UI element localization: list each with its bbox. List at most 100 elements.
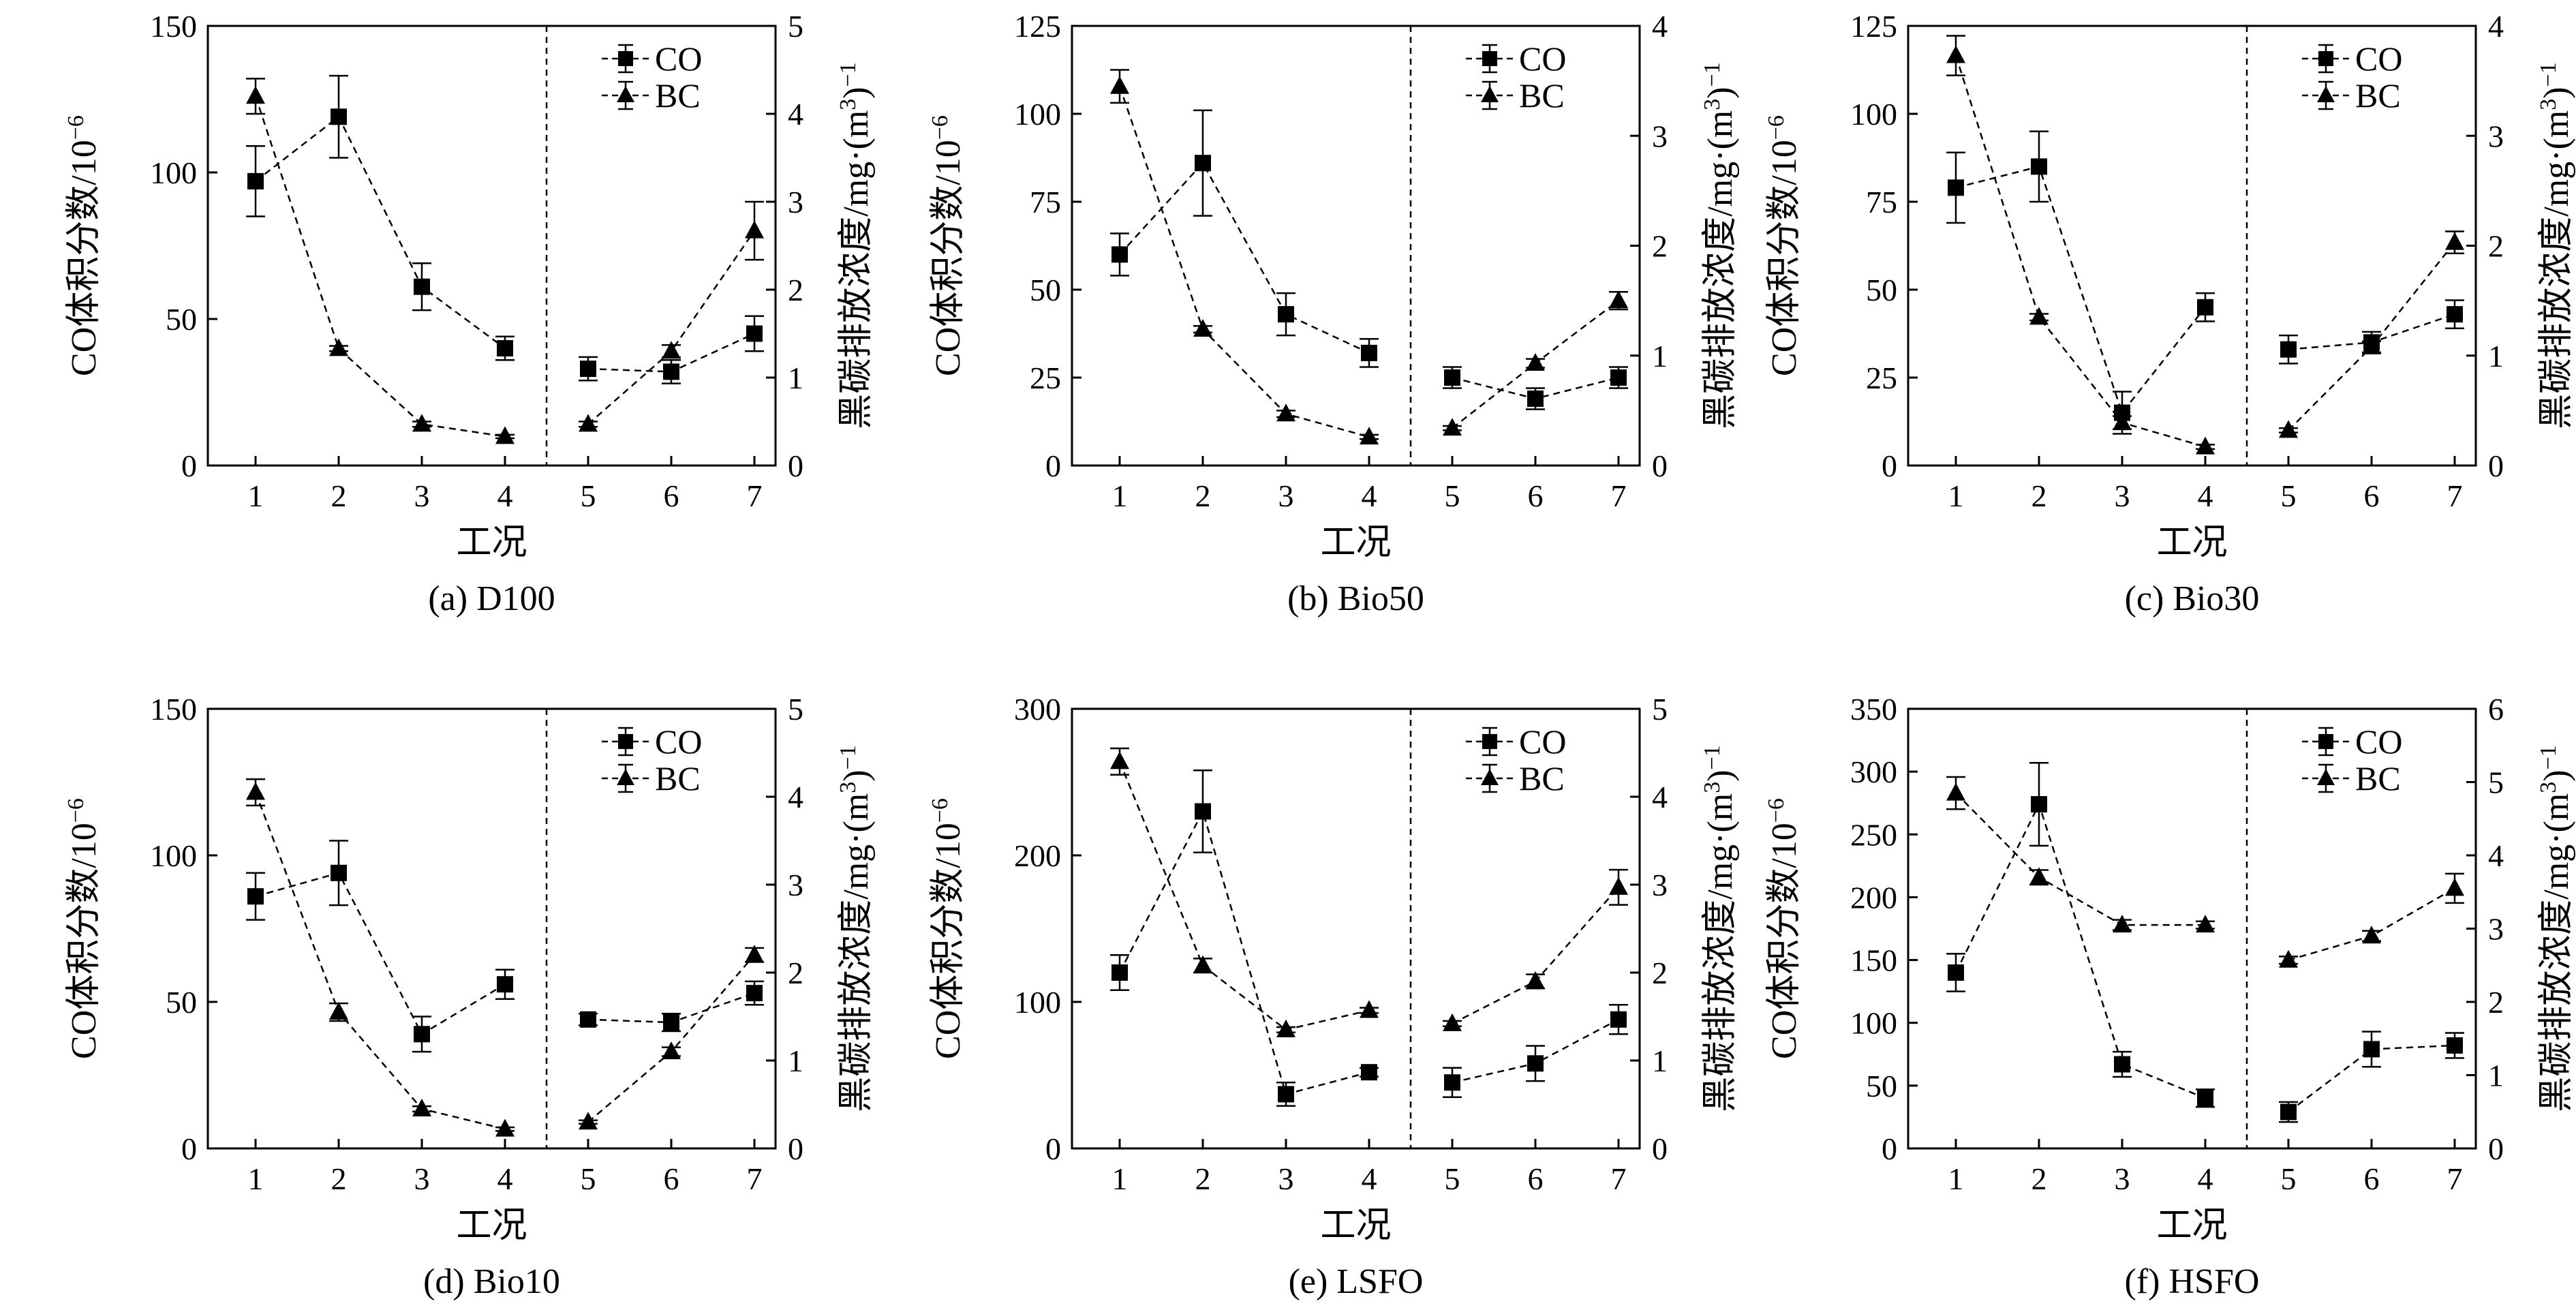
co-line [1119,162,1370,354]
x-tick-label: 3 [414,1161,430,1196]
co-point [1111,246,1128,263]
bc-point [2445,232,2464,250]
x-tick-label: 2 [2031,1161,2047,1196]
panel-caption: (e) LSFO [1289,1262,1424,1301]
bc-point [662,1041,681,1060]
y-tick-label: 0 [181,448,197,483]
y-axis-label: CO体积分数/10−6 [927,115,968,376]
y-tick-label: 50 [166,302,197,337]
co-point [247,172,264,189]
bc-point [1276,1019,1295,1037]
y2-tick-label: 4 [1652,9,1668,44]
co-line [255,115,506,350]
bc-line [1452,887,1619,1024]
legend-triangle-marker [1481,769,1499,785]
plot-frame [1071,707,1641,1150]
series-co [1110,769,1628,1107]
y-tick-label: 100 [150,155,197,190]
bc-point [1193,319,1212,337]
co-point [414,1026,430,1043]
bc-point [745,220,764,239]
plot-frame [206,25,777,467]
y-tick-label: 250 [1850,817,1897,852]
co-point [2197,299,2213,316]
y-tick-label: 200 [1014,838,1061,873]
y-tick-label: 0 [1882,448,1897,483]
co-point [1195,803,1211,820]
legend-square-marker [1482,734,1497,749]
legend-triangle-marker [617,769,634,785]
y-tick-label: 0 [181,1131,197,1166]
y2-tick-label: 3 [1652,868,1668,902]
bc-point [1526,971,1545,989]
y-tick-label: 25 [1866,361,1897,395]
bc-point [2113,915,2132,933]
x-tick-label: 6 [2364,478,2380,513]
bc-point [2362,336,2381,354]
y2-tick-label: 5 [1652,692,1668,727]
x-tick-label: 6 [2364,1161,2380,1196]
y2-tick-label: 2 [788,273,803,307]
bc-point [662,341,681,359]
x-axis-label: 工况 [2156,1206,2227,1245]
y2-tick-label: 4 [1652,780,1668,814]
y2-tick-label: 0 [2488,448,2504,483]
y2-axis-label: 黑碳排放浓度/mg·(m3)−1 [1700,62,1741,429]
bc-point [1193,955,1212,973]
co-point [2447,306,2463,323]
y2-tick-label: 4 [788,97,803,132]
legend-triangle-marker [617,86,634,102]
x-tick-label: 2 [1195,1161,1211,1196]
y-tick-label: 125 [1850,9,1897,44]
y2-tick-label: 5 [788,9,803,44]
x-tick-label: 3 [414,478,430,513]
x-axis-label: 工况 [456,1206,527,1245]
y2-axis-label: 黑碳排放浓度/mg·(m3)−1 [835,745,876,1112]
y-axis-label: CO体积分数/10−6 [1764,115,1805,376]
y2-axis-label: 黑碳排放浓度/mg·(m3)−1 [2536,62,2576,429]
legend-label: BC [1519,76,1565,115]
legend-label: CO [2355,722,2402,761]
bc-point [1946,782,1965,801]
y-tick-label: 125 [1014,9,1061,44]
x-tick-label: 1 [1948,478,1964,513]
co-line [1954,802,2206,1099]
y2-tick-label: 3 [788,185,803,219]
x-tick-label: 7 [747,1161,763,1196]
legend-triangle-marker [1481,86,1499,102]
bc-point [2029,307,2049,325]
x-axis-label: 工况 [456,523,527,562]
bc-line [1954,55,2206,448]
series-bc [246,78,764,444]
legend-square-marker [1482,51,1497,66]
bc-point [1526,353,1545,371]
co-point [2280,341,2297,358]
co-point [1948,179,1964,196]
bc-line [2288,887,2455,961]
y2-tick-label: 0 [788,1131,803,1166]
y2-tick-label: 0 [2488,1131,2504,1166]
bc-point [1609,290,1628,309]
x-tick-label: 7 [1611,1161,1627,1196]
series-bc [1946,776,2464,968]
y2-tick-label: 3 [2488,119,2504,153]
y-tick-label: 25 [1030,361,1061,395]
bc-point [2196,436,2215,455]
y-axis-label: CO体积分数/10−6 [63,115,104,376]
co-point [1444,1074,1460,1091]
y2-tick-label: 5 [2488,765,2504,800]
y-tick-label: 300 [1014,692,1061,727]
x-axis-label: 工况 [1320,1206,1391,1245]
co-point [2197,1090,2213,1107]
series-co [1946,130,2464,435]
bc-point [2279,949,2298,968]
y2-tick-label: 1 [788,361,803,395]
bc-point [1360,427,1379,445]
x-tick-label: 7 [747,478,763,513]
series-co [246,74,764,384]
bc-point [1946,45,1965,63]
bc-point [1110,751,1129,769]
